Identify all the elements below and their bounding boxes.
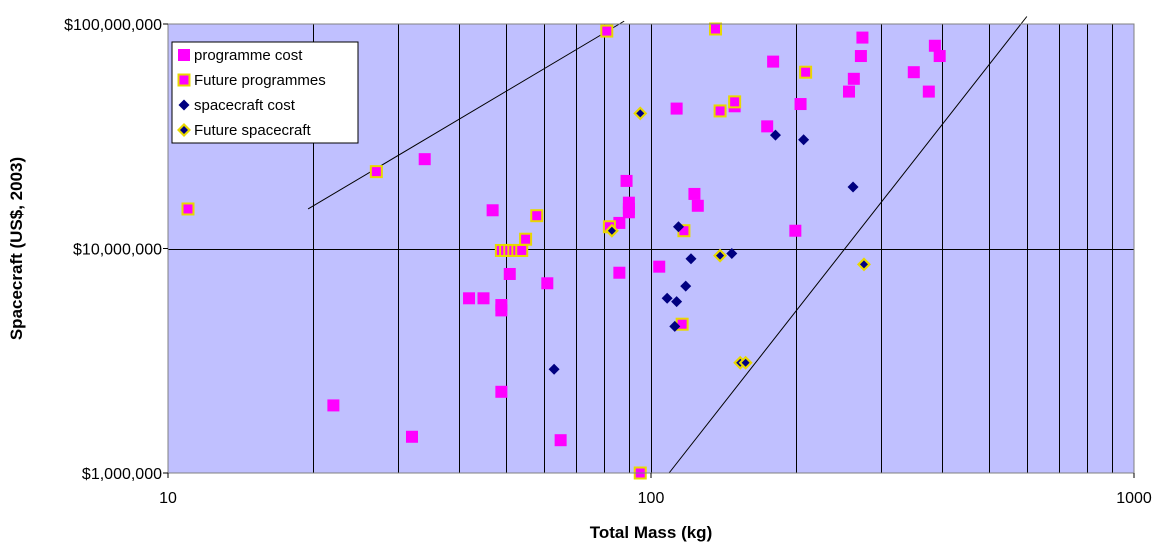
legend-label: spacecraft cost — [194, 97, 296, 114]
data-point — [854, 50, 867, 63]
data-point — [798, 134, 810, 146]
data-point — [728, 95, 742, 109]
legend: programme cost Future programmes spacecraf… — [171, 41, 359, 144]
data-point — [933, 50, 946, 63]
grid-lines — [168, 24, 1134, 473]
trend-line — [307, 20, 625, 210]
data-point — [708, 22, 722, 36]
data-point — [327, 399, 340, 412]
data-point — [769, 129, 781, 141]
data-point — [515, 243, 529, 257]
data-point — [486, 204, 499, 217]
data-point — [405, 430, 418, 443]
legend-label: programme cost — [194, 47, 303, 64]
trend-line — [668, 16, 1028, 474]
data-point — [653, 260, 666, 273]
legend-marker — [178, 49, 190, 61]
x-axis-ticks: 10 100 1000 — [159, 473, 1152, 507]
legend-label: Future programmes — [194, 72, 326, 89]
data-point — [622, 206, 635, 219]
data-point — [418, 153, 431, 166]
data-point-core — [716, 251, 725, 260]
data-point — [691, 199, 704, 212]
data-point — [847, 72, 860, 85]
data-point — [685, 253, 697, 265]
x-tick-label: 100 — [638, 490, 665, 507]
data-point — [789, 224, 802, 237]
data-point — [726, 248, 738, 260]
data-point — [672, 221, 684, 233]
data-point — [847, 181, 859, 193]
data-point — [767, 55, 780, 68]
trend-lines — [307, 16, 1028, 474]
data-point-core — [741, 358, 750, 367]
data-point — [661, 292, 673, 304]
data-markers — [181, 22, 946, 480]
data-point — [622, 196, 635, 209]
data-point — [670, 102, 683, 115]
data-point — [548, 363, 560, 375]
data-point — [928, 39, 941, 52]
data-point — [688, 187, 701, 200]
data-point — [761, 120, 774, 133]
data-point — [794, 98, 807, 111]
y-axis-title: Spacecraft (US$, 2003) — [7, 157, 26, 340]
data-point — [922, 85, 935, 98]
data-point — [181, 202, 195, 216]
y-tick-label: $1,000,000 — [82, 466, 162, 483]
data-point — [503, 267, 516, 280]
data-point-core — [636, 109, 645, 118]
data-point — [613, 216, 626, 229]
data-point — [713, 104, 727, 118]
data-point-core — [859, 260, 868, 269]
data-point — [842, 85, 855, 98]
data-point — [541, 277, 554, 290]
x-tick-label: 1000 — [1116, 490, 1152, 507]
legend-marker — [177, 73, 191, 87]
y-tick-label: $10,000,000 — [73, 242, 162, 259]
legend-label: Future spacecraft — [194, 122, 312, 139]
data-point — [620, 174, 633, 187]
y-tick-label: $100,000,000 — [64, 17, 162, 34]
data-point — [600, 24, 614, 38]
x-tick-label: 10 — [159, 490, 177, 507]
data-point-core — [607, 226, 616, 235]
data-point — [671, 296, 683, 308]
y-axis-ticks: $1,000,000 $10,000,000 $100,000,000 — [64, 17, 168, 483]
data-point — [519, 232, 533, 246]
data-point — [495, 385, 508, 398]
data-point — [463, 292, 476, 305]
data-point — [907, 66, 920, 79]
data-point — [477, 292, 490, 305]
data-point — [530, 209, 544, 223]
data-point — [669, 320, 681, 332]
data-point — [369, 165, 383, 179]
legend-box — [171, 41, 359, 144]
legend-marker — [178, 99, 190, 111]
legend-marker-core — [180, 126, 188, 134]
data-point — [799, 65, 813, 79]
data-point — [680, 280, 692, 292]
data-point — [495, 304, 508, 317]
x-axis-title: Total Mass (kg) — [590, 523, 712, 542]
data-point — [856, 31, 869, 44]
data-point — [554, 434, 567, 447]
data-point — [613, 266, 626, 279]
